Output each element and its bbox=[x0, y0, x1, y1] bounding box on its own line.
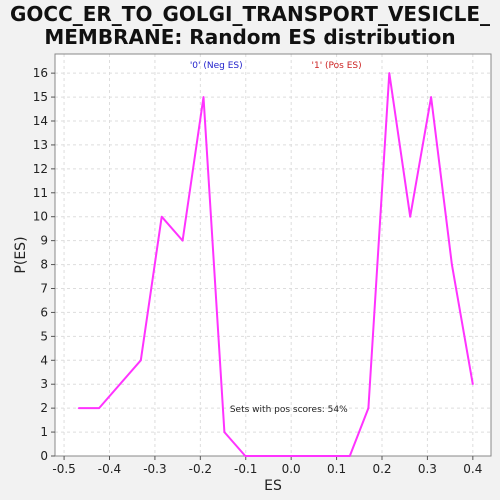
y-tick-label: 9 bbox=[40, 234, 48, 248]
data-point bbox=[307, 455, 309, 457]
data-point bbox=[160, 215, 163, 218]
data-point bbox=[472, 383, 474, 386]
x-tick-label: 0.4 bbox=[463, 462, 482, 476]
chart-title-line-1: GOCC_ER_TO_GOLGI_TRANSPORT_VESICLE_ bbox=[9, 2, 491, 26]
x-tick-label: 0.1 bbox=[327, 462, 346, 476]
data-point bbox=[181, 239, 184, 242]
data-point bbox=[367, 407, 370, 409]
x-tick-label: -0.4 bbox=[98, 462, 121, 476]
data-point bbox=[290, 455, 292, 457]
y-tick-label: 4 bbox=[40, 353, 48, 367]
data-point bbox=[77, 407, 80, 409]
y-tick-label: 7 bbox=[40, 282, 48, 296]
data-point bbox=[348, 455, 351, 457]
x-tick-label: -0.3 bbox=[143, 462, 166, 476]
x-tick-label: -0.2 bbox=[189, 462, 212, 476]
x-tick-label: 0.3 bbox=[418, 462, 437, 476]
x-tick-label: 0.0 bbox=[282, 462, 301, 476]
y-tick-label: 0 bbox=[40, 449, 48, 463]
legend-pos-es: '1' (Pos ES) bbox=[312, 61, 362, 71]
data-point bbox=[202, 96, 205, 98]
data-point bbox=[388, 72, 391, 74]
data-point bbox=[430, 96, 432, 98]
y-tick-label: 12 bbox=[33, 162, 48, 176]
legend-neg-es: '0' (Neg ES) bbox=[190, 61, 243, 71]
y-tick-label: 8 bbox=[40, 258, 48, 272]
pos-score-annotation: Sets with pos scores: 54% bbox=[230, 405, 348, 415]
y-axis-title: P(ES) bbox=[13, 236, 29, 273]
y-tick-label: 3 bbox=[40, 377, 48, 391]
y-tick-label: 13 bbox=[33, 138, 48, 152]
x-tick-label: -0.1 bbox=[234, 462, 257, 476]
y-tick-label: 6 bbox=[40, 305, 48, 319]
y-tick-label: 11 bbox=[33, 186, 48, 200]
x-tick-label: -0.5 bbox=[52, 462, 75, 476]
y-tick-label: 15 bbox=[33, 90, 48, 104]
data-point bbox=[98, 407, 100, 409]
data-point bbox=[409, 215, 411, 218]
y-tick-label: 1 bbox=[40, 425, 48, 439]
data-point bbox=[140, 359, 142, 362]
plot-area bbox=[55, 54, 491, 456]
data-point bbox=[265, 455, 267, 457]
data-point bbox=[451, 263, 453, 266]
y-tick-label: 16 bbox=[33, 66, 48, 80]
y-tick-label: 5 bbox=[40, 329, 48, 343]
data-point bbox=[244, 455, 247, 457]
x-axis-title: ES bbox=[264, 478, 282, 494]
data-point bbox=[328, 455, 330, 457]
x-tick-label: 0.2 bbox=[372, 462, 391, 476]
data-point bbox=[223, 431, 226, 433]
y-tick-label: 10 bbox=[33, 210, 48, 224]
y-tick-label: 2 bbox=[40, 401, 48, 415]
y-tick-label: 14 bbox=[33, 114, 48, 128]
chart-title-line-2: MEMBRANE: Random ES distribution bbox=[44, 25, 456, 49]
